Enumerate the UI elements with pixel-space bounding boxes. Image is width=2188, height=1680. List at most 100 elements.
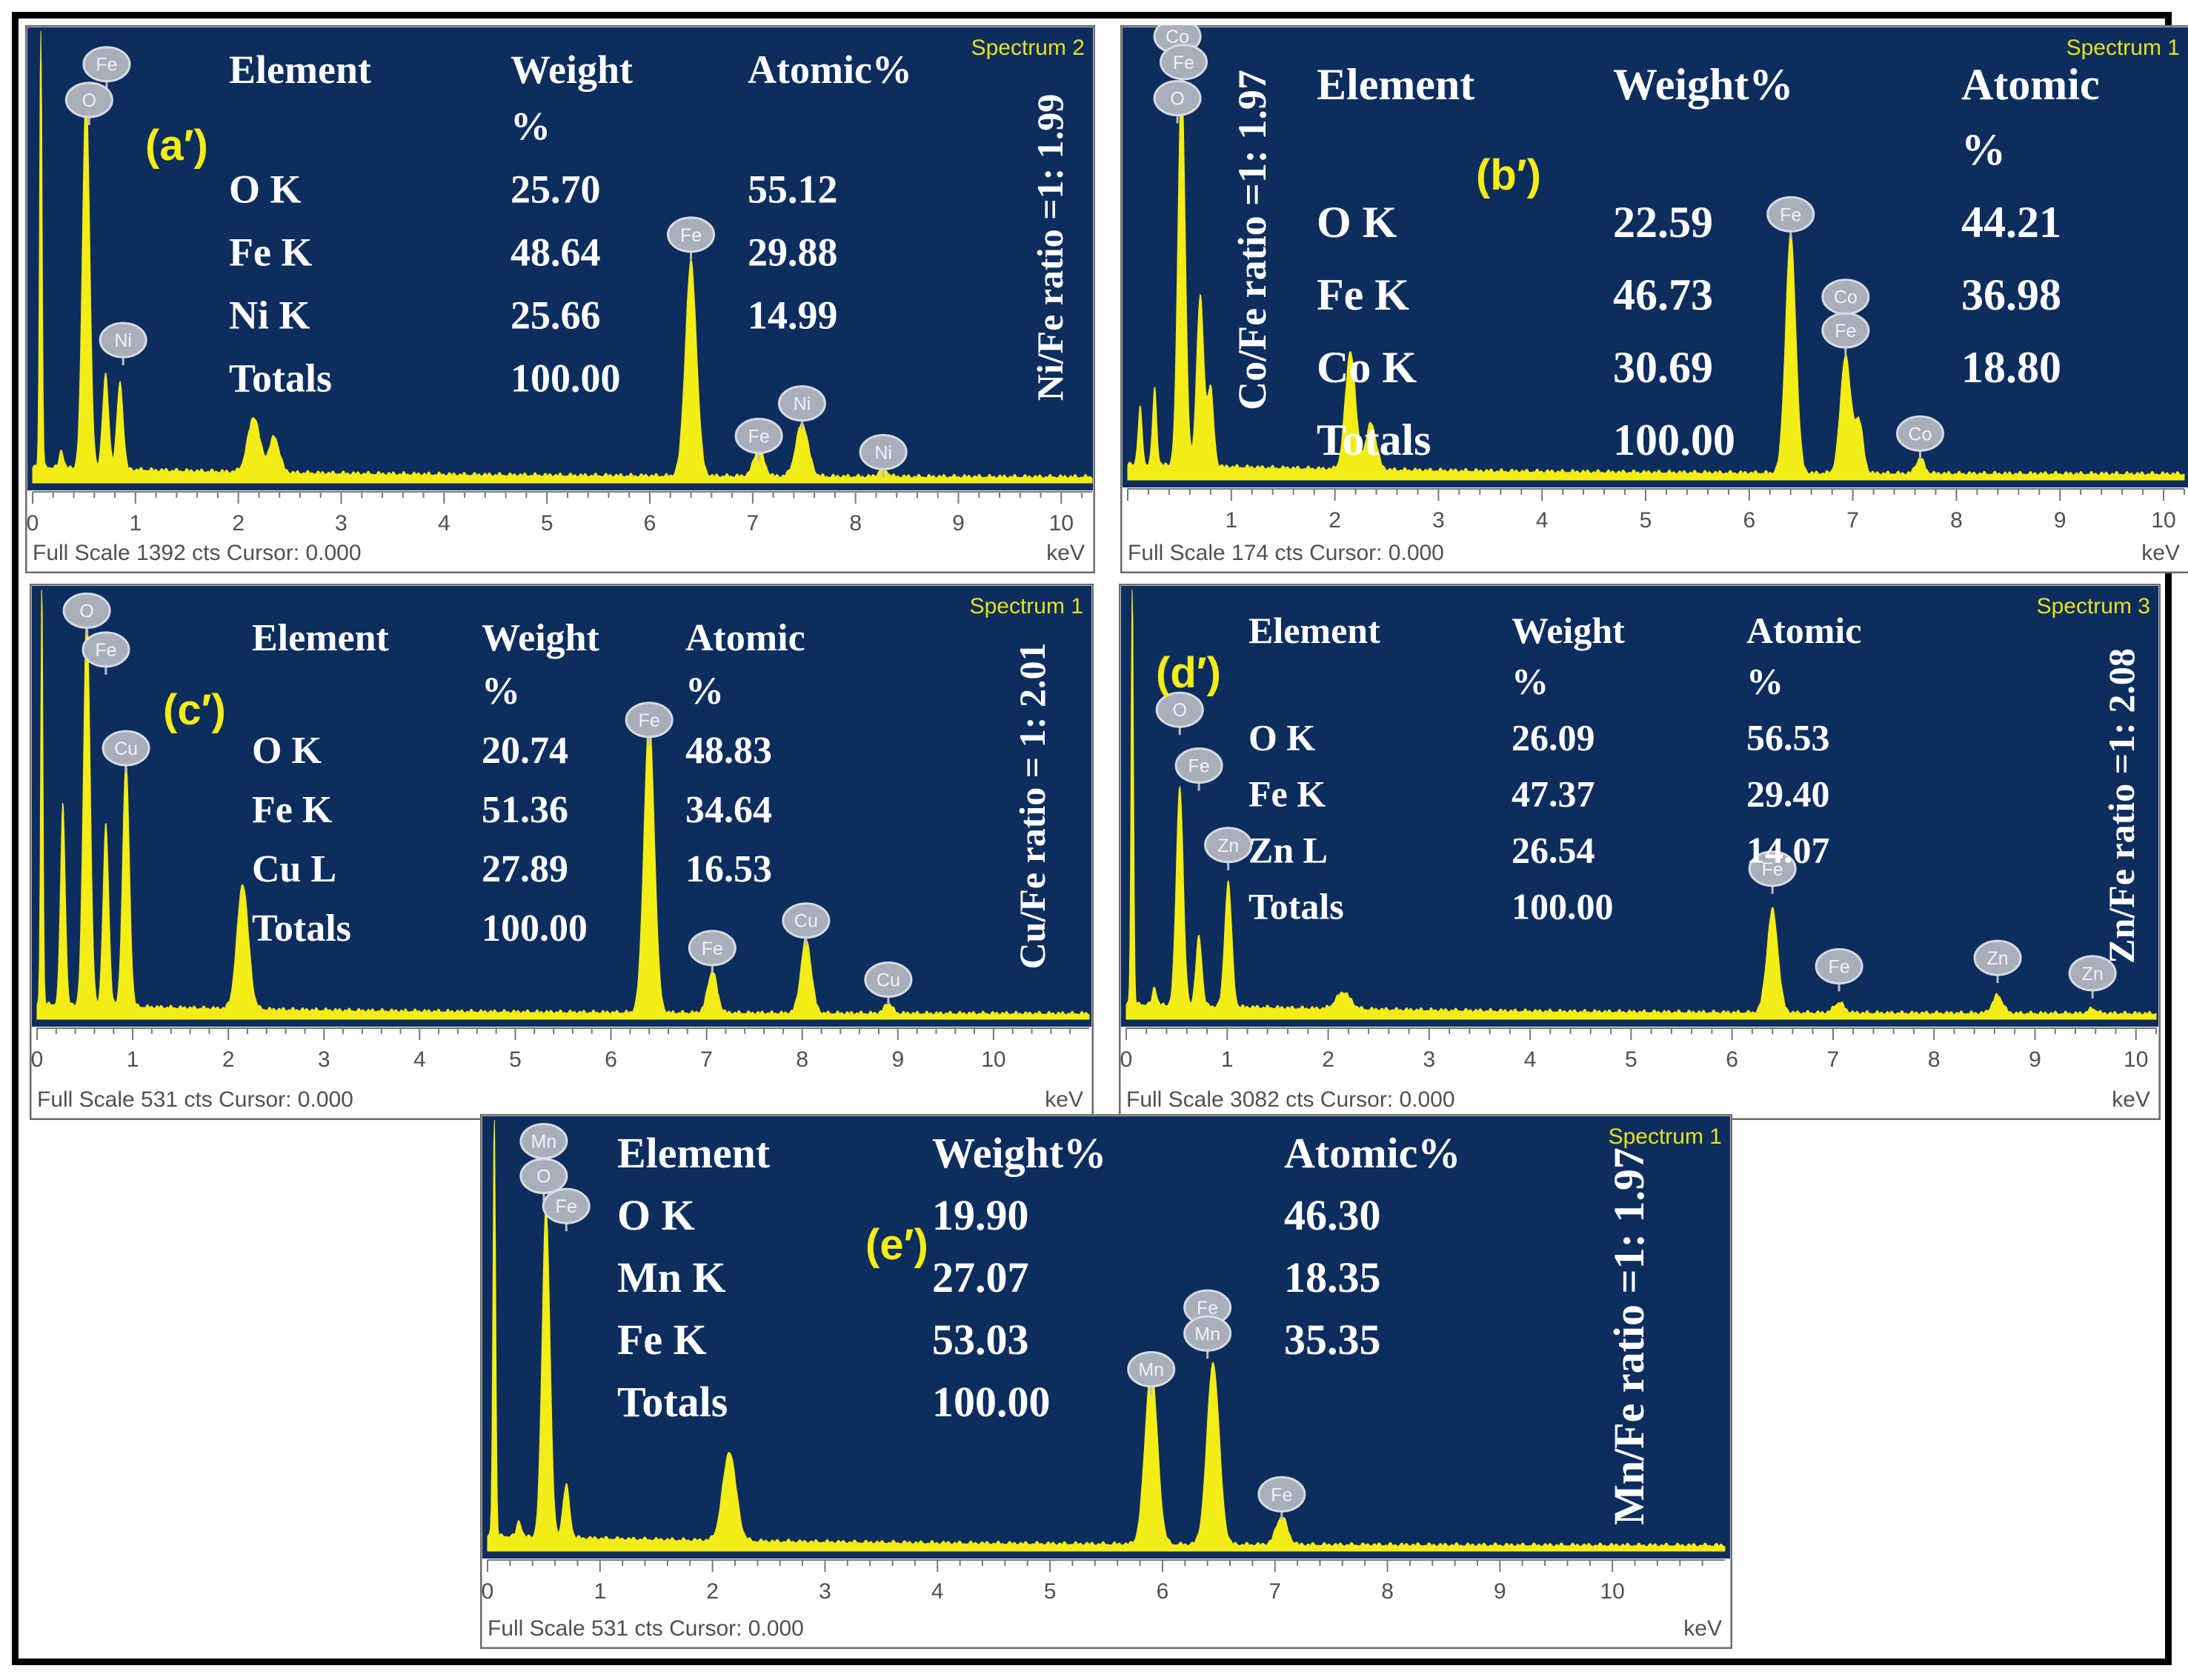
element-marker-symbol: Mn	[1194, 1324, 1220, 1344]
plot-area	[1123, 27, 2188, 487]
eds-spectrum-chart: 0 1 2 3 4 5 6 7 8 9 10 keV Full Scale 531 cts Cursor…	[30, 584, 1094, 1120]
element-marker-symbol: Cu	[877, 970, 900, 990]
x-tick-label: 7	[1846, 508, 1859, 533]
x-tick-label: 2	[1322, 1047, 1334, 1072]
table-subheader: %	[1512, 660, 1549, 701]
spectrum-curve	[1127, 75, 2185, 481]
element-marker: Fe	[667, 216, 716, 260]
eds-spectrum-chart: 0 1 2 3 4 5 6 7 8 9 10 keV Full Scale 531 cts Cursor…	[480, 1114, 1732, 1649]
x-tick-label: 2	[1329, 508, 1341, 533]
table-element-cell: Cu L	[252, 848, 336, 890]
table-value-cell: 25.66	[511, 293, 601, 338]
element-marker: Fe	[688, 930, 736, 973]
eds-panel-0: 0 1 2 3 4 5 6 7 8 9 10 keV Full Scale 1392 cts Curso…	[25, 25, 1095, 573]
spectrum-curve	[36, 589, 1090, 1020]
element-marker: Fe	[542, 1187, 591, 1232]
table-element-cell: O K	[1317, 198, 1397, 247]
element-marker-symbol: Fe	[1835, 321, 1856, 341]
x-tick-label: 2	[706, 1579, 719, 1604]
element-marker-symbol: Zn	[1217, 836, 1239, 856]
x-tick-label: 5	[1640, 508, 1652, 533]
x-tick-label: 1	[1225, 508, 1237, 533]
table-header: Weight	[482, 617, 600, 659]
full-scale-readout: Full Scale 1392 cts Cursor: 0.000	[33, 541, 362, 565]
element-marker: Mn	[1127, 1350, 1176, 1395]
element-marker-symbol: Co	[1909, 424, 1932, 444]
table-header: Element	[229, 47, 371, 92]
table-subheader: %	[1746, 660, 1783, 701]
element-marker-symbol: O	[1172, 700, 1186, 721]
x-tick-label: 5	[1044, 1579, 1057, 1604]
full-scale-readout: Full Scale 3082 cts Cursor: 0.000	[1126, 1087, 1455, 1112]
x-tick-label: 6	[1157, 1579, 1169, 1604]
table-value-cell: 56.53	[1746, 716, 1830, 758]
table-header: Atomic	[1746, 610, 1862, 651]
x-tick-label: 5	[1625, 1047, 1637, 1072]
spectrum-label: Spectrum 2	[971, 36, 1085, 60]
table-value-cell: 100.00	[1512, 885, 1614, 927]
table-value-cell: 55.12	[748, 167, 838, 212]
table-value-cell: 100.00	[511, 356, 621, 401]
x-tick-label: 6	[605, 1047, 617, 1072]
element-marker: Fe	[1183, 1289, 1232, 1333]
spectrum-curve	[487, 1119, 1726, 1552]
element-marker: Fe	[82, 631, 130, 675]
element-marker-symbol: Ni	[114, 330, 132, 351]
x-tick-label: 4	[438, 511, 450, 536]
eds-panel-4: 0 1 2 3 4 5 6 7 8 9 10 keV Full Scale 531 cts Cursor…	[480, 1114, 1732, 1649]
element-marker: Fe	[1748, 850, 1797, 894]
table-header: Atomic%	[1284, 1129, 1460, 1177]
element-marker: Fe	[734, 417, 783, 461]
element-marker-symbol: Fe	[1173, 53, 1194, 73]
element-marker-symbol: Fe	[556, 1196, 577, 1217]
x-axis-unit: keV	[1683, 1616, 1722, 1641]
element-marker: Zn	[2068, 955, 2117, 999]
ratio-label: Zn/Fe ratio =1: 2.08	[2101, 648, 2142, 964]
ratio-label: Co/Fe ratio =1: 1.97	[1230, 70, 1274, 410]
eds-spectrum-chart: 0 1 2 3 4 5 6 7 8 9 10 keV Full Scale 1392 cts Curso…	[25, 25, 1095, 573]
table-subheader: %	[482, 670, 520, 713]
x-tick-label: 7	[1268, 1579, 1281, 1604]
element-marker: Fe	[1174, 747, 1223, 791]
table-value-cell: 34.64	[685, 789, 772, 831]
table-header: Weight%	[932, 1129, 1106, 1177]
element-marker: Mn	[1183, 1315, 1232, 1359]
element-marker: Zn	[1204, 827, 1253, 870]
element-marker: Co	[1896, 415, 1944, 459]
panel-label: (d′)	[1156, 649, 1221, 697]
eds-panel-1: 1 2 3 4 5 6 7 8 9 10 keV Full Scale 174 cts Cursor:…	[1120, 25, 2188, 573]
table-header: Atomic	[1961, 60, 2100, 109]
table-header: Element	[1317, 60, 1474, 109]
table-element-cell: Totals	[252, 907, 351, 950]
spectrum-label: Spectrum 1	[1609, 1124, 1722, 1149]
panel-label: (b′)	[1476, 151, 1541, 199]
element-marker: Zn	[1973, 939, 2022, 984]
table-subheader: %	[1961, 125, 2006, 174]
x-tick-label: 9	[2054, 508, 2066, 533]
x-tick-label: 8	[1950, 508, 1963, 533]
element-marker: Mn	[519, 1122, 568, 1167]
element-marker-symbol: Fe	[1188, 756, 1210, 776]
x-tick-label: 1	[1221, 1047, 1234, 1072]
x-tick-label: 4	[413, 1047, 426, 1072]
element-marker: Ni	[99, 321, 147, 366]
x-axis-unit: keV	[2112, 1087, 2150, 1112]
table-value-cell: 53.03	[932, 1316, 1029, 1364]
table-value-cell: 100.00	[932, 1378, 1051, 1426]
x-tick-label: 4	[931, 1579, 944, 1604]
x-axis-unit: keV	[1045, 1087, 1083, 1112]
element-marker: O	[64, 81, 113, 125]
panel-label: (c′)	[163, 686, 226, 734]
element-marker-symbol: Zn	[1986, 948, 2008, 969]
x-axis-unit: keV	[2141, 541, 2180, 565]
table-element-cell: O K	[617, 1191, 695, 1239]
panel-label: (a′)	[145, 121, 208, 170]
table-element-cell: Fe K	[252, 789, 333, 831]
element-marker-symbol: Fe	[1197, 1298, 1218, 1319]
element-marker-symbol: Fe	[1271, 1484, 1292, 1505]
x-tick-label: 3	[1432, 508, 1445, 533]
element-marker: Ni	[777, 385, 826, 429]
x-tick-label: 10	[981, 1047, 1005, 1072]
table-header: Weight	[511, 47, 633, 92]
table-element-cell: Mn K	[617, 1253, 726, 1301]
